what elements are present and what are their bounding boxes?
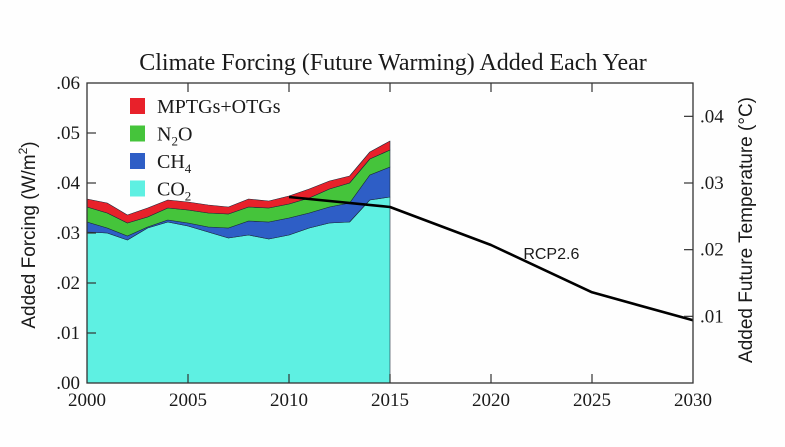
chart-title: Climate Forcing (Future Warming) Added E… bbox=[139, 50, 647, 76]
y-tick-label: .01 bbox=[56, 323, 80, 344]
x-tick-label: 2020 bbox=[472, 390, 510, 411]
area-mptgs-otgs bbox=[86, 140, 391, 224]
x-tick-label: 2010 bbox=[270, 390, 308, 411]
legend-swatch bbox=[130, 153, 145, 169]
legend-swatch bbox=[130, 125, 145, 142]
y-tick-label: .06 bbox=[56, 73, 80, 94]
legend-label: N2O bbox=[157, 124, 192, 149]
x-axis: 2000 2005 2010 2015 2020 2025 2030 bbox=[68, 83, 712, 411]
y-axis-right: .01 .02 .03 .04 bbox=[684, 106, 724, 327]
y-tick-label: .02 bbox=[56, 273, 80, 294]
x-tick-label: 2030 bbox=[674, 390, 712, 411]
rcp-label: RCP2.6 bbox=[523, 246, 579, 263]
y-axis-left: .00 .01 .02 .03 .04 .05 .06 bbox=[56, 73, 96, 394]
x-tick-label: 2015 bbox=[371, 390, 409, 411]
legend-swatch bbox=[130, 180, 145, 197]
y2-tick-label: .03 bbox=[700, 173, 724, 194]
y2-axis-label: Added Future Temperature (°C) bbox=[736, 97, 757, 363]
y-tick-label: .00 bbox=[56, 373, 80, 394]
y-tick-label: .04 bbox=[56, 173, 80, 194]
legend-label: CH4 bbox=[157, 151, 192, 176]
y-tick-label: .05 bbox=[56, 123, 80, 144]
y-axis-label-sup: 2 bbox=[16, 147, 30, 154]
y-axis-label: Added Forcing (W/m2) bbox=[16, 141, 40, 328]
y-tick-label: .03 bbox=[56, 223, 80, 244]
y-axis-label-end: ) bbox=[19, 141, 40, 147]
y2-tick-label: .04 bbox=[700, 106, 724, 127]
x-tick-label: 2025 bbox=[573, 390, 611, 411]
y2-tick-label: .01 bbox=[700, 306, 724, 327]
legend-swatch bbox=[130, 98, 145, 114]
x-tick-label: 2000 bbox=[68, 390, 106, 411]
rcp-line-layer bbox=[288, 195, 694, 322]
stacked-areas bbox=[86, 140, 391, 384]
y2-tick-label: .02 bbox=[700, 240, 724, 261]
x-tick-label: 2005 bbox=[169, 390, 207, 411]
legend-label: CO2 bbox=[157, 179, 191, 204]
legend-label: MPTGs+OTGs bbox=[157, 96, 281, 118]
y-axis-label-main: Added Forcing (W/m bbox=[19, 154, 40, 328]
